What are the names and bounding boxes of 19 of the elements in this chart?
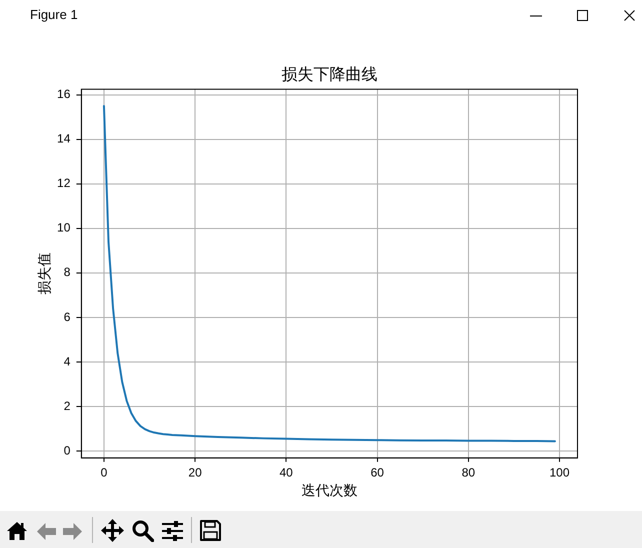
y-tick-label: 6	[64, 310, 71, 324]
x-tick-label: 20	[188, 465, 202, 480]
y-tick-label: 12	[57, 176, 71, 190]
x-tick-label: 80	[462, 465, 476, 480]
y-tick-label: 16	[57, 87, 71, 102]
y-tick-label: 2	[64, 398, 71, 413]
y-tick-label: 0	[64, 443, 71, 458]
x-tick-label: 40	[279, 465, 294, 480]
x-tick-label: 100	[549, 465, 570, 480]
y-tick-label: 8	[64, 265, 71, 280]
x-tick-label: 0	[100, 465, 108, 480]
y-axis-title: 损失值	[36, 252, 52, 295]
y-tick-label: 10	[57, 220, 71, 235]
y-tick-label: 14	[57, 132, 71, 146]
x-axis-title: 迭代次数	[301, 482, 358, 498]
chart-title: 损失下降曲线	[281, 65, 378, 84]
y-tick-label: 4	[64, 354, 71, 368]
caption: Figure 1	[30, 7, 78, 22]
x-tick-label: 60	[370, 465, 384, 480]
